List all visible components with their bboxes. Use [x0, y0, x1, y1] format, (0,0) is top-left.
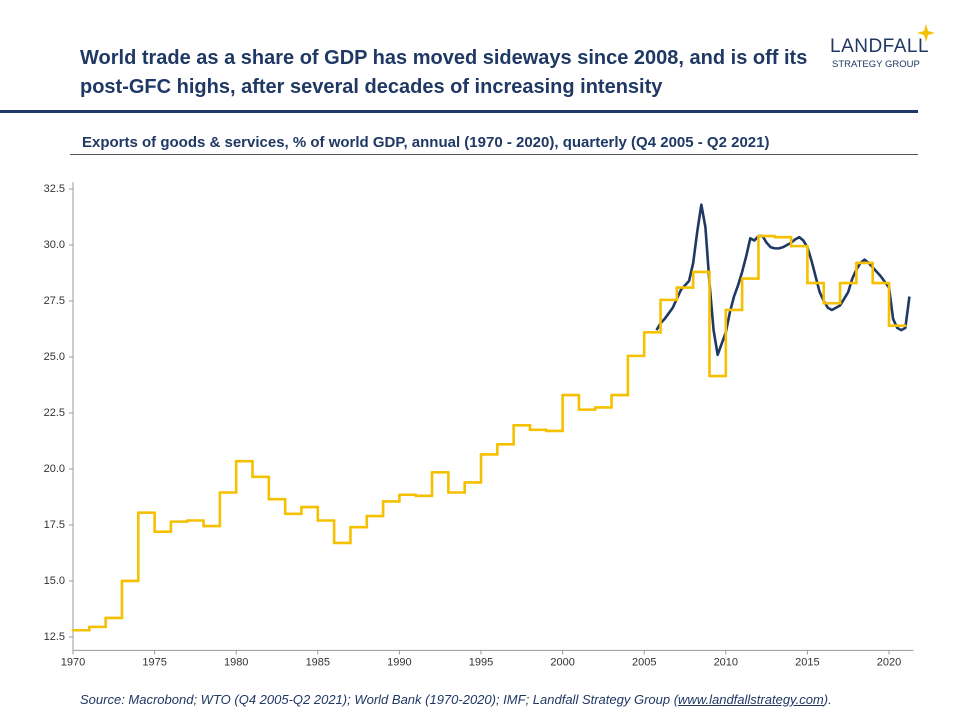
x-tick-label: 2020: [877, 656, 901, 668]
x-tick-label: 2005: [632, 656, 656, 668]
source-text: Source: Macrobond; WTO (Q4 2005-Q2 2021)…: [80, 692, 679, 707]
y-tick-label: 25.0: [44, 351, 65, 363]
title-rule: [0, 110, 918, 113]
title: World trade as a share of GDP has moved …: [80, 47, 808, 98]
x-tick-label: 1970: [61, 656, 85, 668]
source: Source: Macrobond; WTO (Q4 2005-Q2 2021)…: [80, 692, 832, 707]
source-link[interactable]: www.landfallstrategy.com: [678, 692, 824, 707]
y-tick-label: 15.0: [44, 575, 65, 587]
logo-star: [917, 24, 935, 42]
x-tick-label: 2015: [795, 656, 819, 668]
y-tick-label: 30.0: [44, 239, 65, 251]
y-tick-label: 17.5: [44, 519, 65, 531]
x-tick-label: 2010: [714, 656, 738, 668]
y-tick-label: 32.5: [44, 183, 65, 195]
y-tick-label: 20.0: [44, 463, 65, 475]
y-tick-label: 27.5: [44, 295, 65, 307]
x-tick-label: 1980: [224, 656, 248, 668]
subtitle-rule: [70, 154, 918, 155]
logo-tagline: STRATEGY GROUP: [832, 59, 920, 70]
x-tick-label: 2000: [550, 656, 574, 668]
source-end: ).: [823, 692, 832, 707]
x-tick-label: 1990: [387, 656, 411, 668]
x-tick-label: 1975: [142, 656, 166, 668]
x-tick-label: 1995: [469, 656, 493, 668]
y-tick-label: 22.5: [44, 407, 65, 419]
logo-name: LANDFALL: [830, 36, 930, 57]
x-tick-label: 1985: [306, 656, 330, 668]
subtitle: Exports of goods & services, % of world …: [82, 134, 770, 151]
y-tick-label: 12.5: [44, 631, 65, 643]
